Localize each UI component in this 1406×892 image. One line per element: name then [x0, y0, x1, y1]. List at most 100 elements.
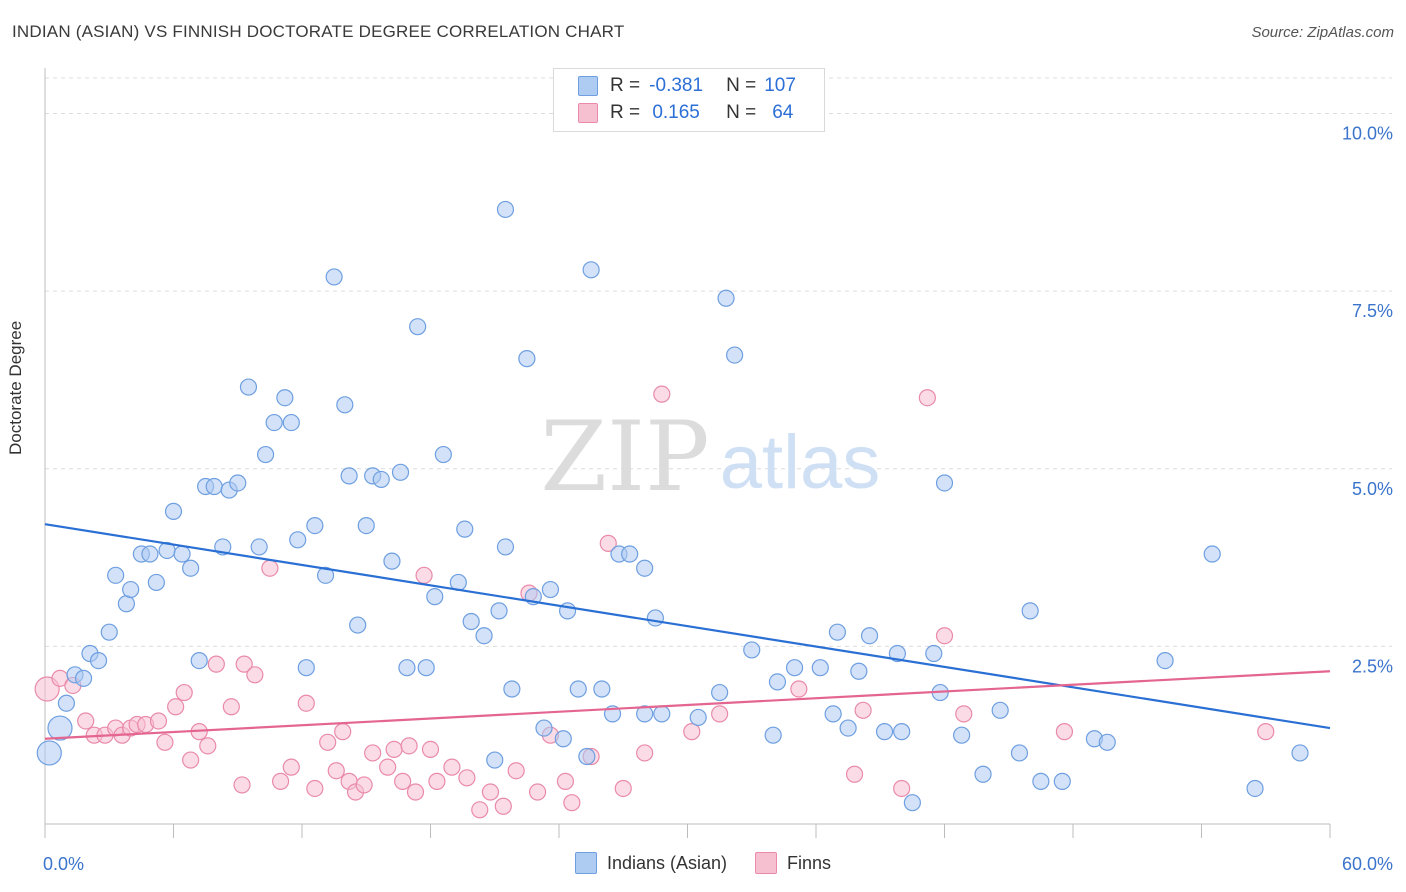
indians-point — [250, 538, 268, 556]
legend-swatch-blue — [574, 852, 597, 874]
indians-point — [486, 751, 504, 769]
finns-point — [421, 740, 440, 759]
indians-point — [490, 602, 508, 620]
legend-row-indians: R = -0.381 N = 107 — [578, 74, 796, 98]
indians-point — [325, 268, 343, 286]
finns-point — [246, 666, 264, 684]
finns-point — [1257, 723, 1275, 741]
indians-point — [569, 680, 587, 698]
trend-lines — [44, 523, 1331, 740]
indians-point — [1156, 651, 1174, 670]
finns-point — [415, 566, 433, 584]
finns-point — [458, 769, 476, 787]
finns-point — [207, 655, 225, 673]
indians-point — [89, 651, 108, 670]
indians-point — [289, 531, 307, 549]
legend-r-label: R = — [610, 75, 641, 96]
indians-point — [426, 588, 444, 606]
finns-point — [935, 627, 954, 645]
legend-n-label: N = — [726, 75, 757, 96]
indians-point — [828, 623, 847, 641]
indians-point — [256, 445, 275, 464]
indians-point — [205, 477, 223, 496]
finns-point — [379, 758, 397, 776]
indians-point — [925, 644, 943, 663]
legend-series-name: Indians (Asian) — [606, 852, 728, 873]
indians-point — [398, 659, 416, 677]
indians-point — [229, 474, 247, 492]
legend-r-value: 0.165 — [652, 102, 700, 123]
finns-point — [653, 385, 671, 403]
indians-point — [824, 705, 842, 723]
finns-point — [327, 762, 345, 780]
indians-point — [57, 694, 76, 712]
finns-trend-line — [44, 670, 1331, 740]
indians-point — [434, 445, 452, 464]
indians-point — [503, 680, 521, 698]
finns-point — [428, 772, 446, 790]
indians-point — [462, 612, 480, 631]
indians-point — [888, 644, 906, 663]
indians-point — [239, 378, 258, 396]
indians-point — [173, 545, 191, 563]
watermark-atlas: atlas — [720, 420, 881, 505]
y-axis-label: Doctorate Degree — [6, 320, 25, 455]
indians-point — [839, 719, 857, 737]
finns-point — [614, 779, 632, 798]
finns-points — [34, 385, 1275, 819]
indians-point — [541, 580, 560, 599]
indians-point — [518, 350, 536, 368]
indians-point — [117, 595, 135, 613]
finns-point — [149, 712, 168, 730]
watermark-zip: ZIP — [540, 401, 709, 513]
legend-swatch-pink — [578, 103, 598, 123]
finns-point — [364, 744, 382, 762]
indians-point — [107, 566, 125, 584]
indians-point — [340, 467, 358, 485]
indians-point — [636, 705, 654, 723]
finns-point — [355, 776, 373, 794]
tick-labels: 2.5% 5.0% 7.5% 10.0% 0.0% 60.0% — [43, 124, 1393, 874]
indians-point — [535, 719, 553, 737]
indians-point — [593, 680, 611, 698]
finns-point — [222, 698, 240, 716]
indians-point — [190, 651, 208, 670]
indians-point — [36, 740, 62, 766]
indians-point — [711, 683, 729, 702]
finns-point — [918, 389, 936, 407]
finns-point — [893, 779, 911, 798]
indians-point — [974, 765, 992, 783]
finns-point — [443, 758, 461, 776]
chart-title: INDIAN (ASIAN) VS FINNISH DOCTORATE DEGR… — [12, 22, 625, 41]
indians-point — [496, 538, 515, 556]
indians-point — [743, 641, 761, 659]
indians-point — [1032, 772, 1050, 790]
finns-point — [406, 783, 425, 801]
stats-legend: R = -0.381 N = 107 R = 0.165 N = 64 — [553, 68, 825, 132]
finns-point — [494, 797, 512, 815]
legend-item-finns: Finns — [755, 852, 831, 874]
indians-point — [935, 474, 954, 492]
indians-point — [47, 715, 73, 741]
y-tick-label: 7.5% — [1352, 301, 1393, 321]
indians-point — [1021, 602, 1039, 620]
indians-point — [875, 723, 894, 741]
series-legend: Indians (Asian) Finns — [0, 852, 1406, 874]
legend-swatch-blue — [578, 76, 598, 96]
finns-point — [167, 698, 185, 716]
indians-point — [496, 200, 515, 219]
indians-point — [953, 726, 971, 744]
indians-point — [306, 516, 324, 535]
indians-point — [1203, 545, 1221, 563]
legend-swatch-pink — [755, 852, 778, 874]
indians-points — [36, 200, 1309, 812]
indians-point — [726, 346, 744, 364]
indians-point — [991, 701, 1009, 719]
indians-point — [653, 705, 671, 723]
indians-point — [282, 413, 300, 432]
indians-point — [768, 673, 787, 691]
indians-point — [141, 545, 159, 563]
indians-point — [636, 559, 654, 577]
y-tick-label: 5.0% — [1352, 479, 1393, 499]
indians-point — [182, 559, 200, 577]
